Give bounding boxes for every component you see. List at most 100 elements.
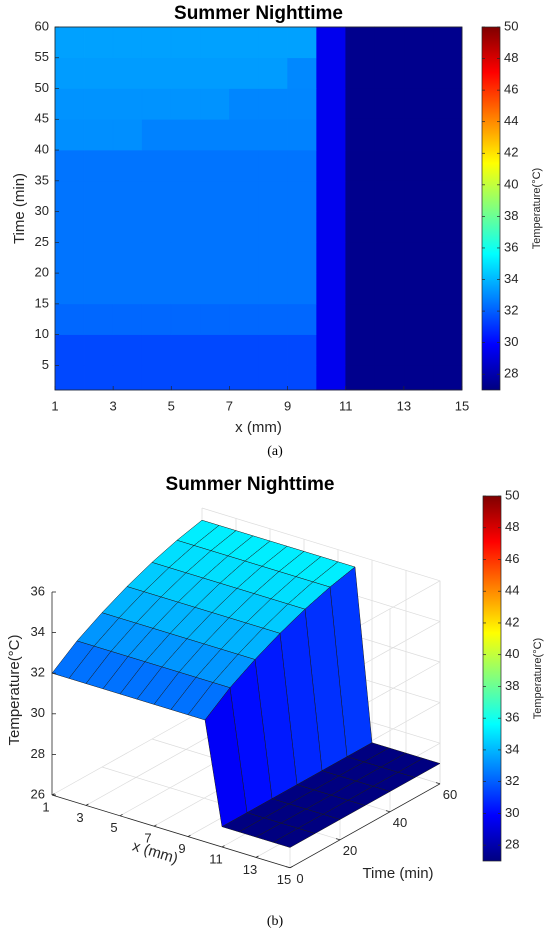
- x-tick-label: 13: [397, 398, 411, 413]
- colorbar-tick-label: 34: [505, 741, 519, 756]
- heat-cell: [287, 365, 317, 391]
- z-tick-label: 30: [31, 705, 45, 720]
- y-tick-label: 55: [35, 49, 49, 64]
- heat-cell: [112, 242, 143, 274]
- x-tick-label: 11: [339, 398, 353, 413]
- x-tick-label: 7: [226, 398, 233, 413]
- heat-cell: [403, 334, 434, 366]
- heat-cell: [200, 118, 230, 151]
- heat-cell: [316, 334, 347, 366]
- x-tick-label: 15: [455, 398, 469, 413]
- heat-cell: [432, 365, 463, 391]
- x-tick-label: 3: [110, 398, 117, 413]
- heat-cell: [83, 26, 114, 59]
- heat-cell: [287, 272, 317, 305]
- y-tick-label: 25: [35, 234, 49, 249]
- y-tick: [385, 810, 391, 813]
- heat-cell: [54, 88, 85, 120]
- heat-cell: [83, 118, 114, 151]
- heat-cell: [83, 57, 114, 89]
- colorbar-tick-label: 40: [505, 646, 519, 661]
- heat-cell: [200, 149, 230, 182]
- x-tick: [119, 814, 123, 817]
- y-tick-label: 40: [35, 141, 49, 156]
- colorbar-tick-label: 50: [505, 487, 519, 502]
- heat-cell: [258, 118, 288, 151]
- heat-cell: [141, 57, 172, 89]
- heat-cell: [374, 365, 405, 391]
- heat-cell: [316, 272, 347, 305]
- heat-cell: [229, 26, 259, 59]
- z-tick-label: 26: [31, 786, 45, 801]
- heat-cell: [229, 242, 259, 274]
- y-tick-label: 60: [443, 787, 457, 802]
- heat-cell: [141, 242, 172, 274]
- x-tick-label: 5: [168, 398, 175, 413]
- colorbar-tick-label: 46: [504, 82, 518, 97]
- heat-cell: [432, 118, 463, 151]
- heat-cell: [374, 88, 405, 120]
- heat-cell: [170, 211, 201, 243]
- heat-cell: [258, 88, 288, 120]
- heat-cell: [170, 303, 201, 335]
- y-tick-label: 60: [35, 18, 49, 33]
- caption: (b): [267, 914, 284, 929]
- heat-cell: [258, 272, 288, 305]
- colorbar-tick-label: 48: [504, 50, 518, 65]
- heat-cell: [432, 211, 463, 243]
- heat-cell: [432, 88, 463, 120]
- heat-cell: [374, 57, 405, 89]
- x-tick-label: 9: [284, 398, 291, 413]
- heat-cell: [374, 149, 405, 182]
- heat-cell: [403, 57, 434, 89]
- heat-cell: [345, 334, 376, 366]
- x-tick-label: 7: [144, 831, 151, 846]
- heat-cell: [229, 272, 259, 305]
- heat-cell: [200, 334, 230, 366]
- heat-cell: [54, 365, 85, 391]
- y-axis-label: Time (min): [362, 865, 433, 882]
- heat-cell: [229, 334, 259, 366]
- heat-cell: [170, 180, 201, 212]
- heat-cell: [345, 180, 376, 212]
- heat-cell: [200, 26, 230, 59]
- surface-patch: [272, 828, 316, 848]
- grid-line: [51, 710, 203, 796]
- heat-cell: [403, 211, 434, 243]
- heat-cell: [403, 26, 434, 59]
- z-tick-label: 34: [31, 624, 45, 639]
- heat-cell: [229, 118, 259, 151]
- y-axis: [289, 783, 441, 869]
- y-axis-label: Time (min): [11, 173, 28, 244]
- colorbar-tick-label: 36: [505, 710, 519, 725]
- heat-cell: [83, 365, 114, 391]
- heat-cell: [141, 118, 172, 151]
- x-tick-label: 11: [209, 851, 223, 866]
- heat-cell: [258, 211, 288, 243]
- heat-cell: [83, 272, 114, 305]
- caption: (a): [267, 444, 283, 459]
- heat-cell: [345, 365, 376, 391]
- heat-cell: [229, 149, 259, 182]
- x-tick: [85, 803, 89, 806]
- heat-cell: [287, 118, 317, 151]
- heat-cell: [83, 149, 114, 182]
- heat-cell: [112, 57, 143, 89]
- heat-cell: [112, 88, 143, 120]
- x-tick: [187, 834, 191, 837]
- heat-cell: [170, 365, 201, 391]
- heat-cell: [432, 242, 463, 274]
- heat-cell: [229, 88, 259, 120]
- x-tick: [51, 793, 55, 796]
- colorbar-tick-label: 38: [504, 208, 518, 223]
- colorbar: [481, 26, 501, 391]
- heat-cell: [141, 303, 172, 335]
- heat-cell: [54, 242, 85, 274]
- heat-cell: [141, 211, 172, 243]
- x-tick-label: 5: [110, 820, 117, 835]
- heat-cell: [316, 118, 347, 151]
- colorbar-tick-label: 50: [504, 18, 518, 33]
- heat-cell: [316, 242, 347, 274]
- heat-cell: [374, 334, 405, 366]
- chart-title: Summer Nighttime: [166, 474, 335, 495]
